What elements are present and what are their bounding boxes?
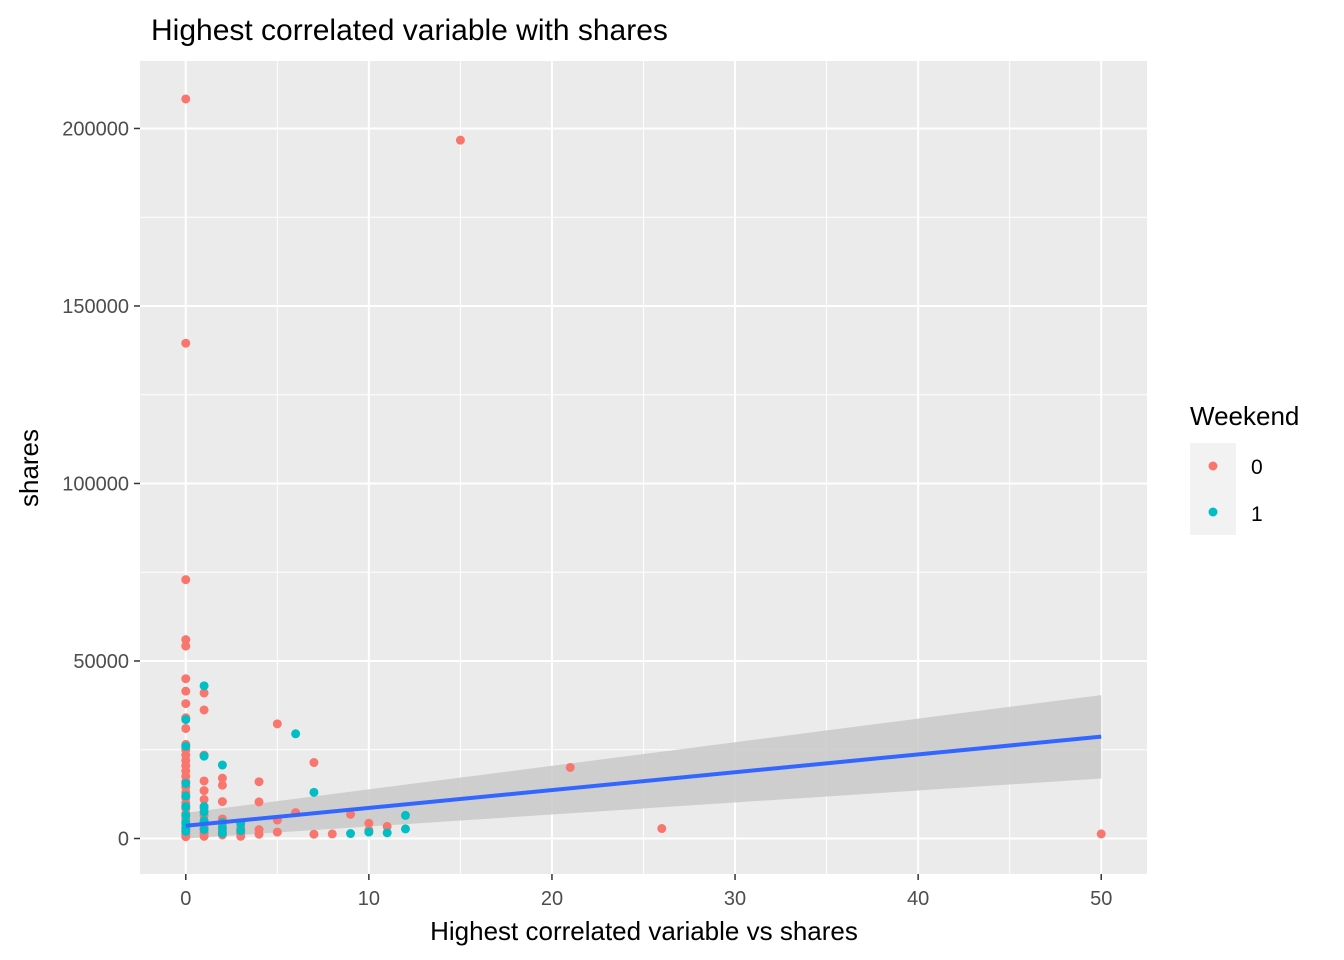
data-point-weekend-0	[199, 831, 209, 841]
data-point-weekend-1	[199, 681, 209, 691]
legend-key-1-point	[1208, 507, 1218, 517]
data-point-weekend-1	[199, 825, 209, 835]
legend-label-0: 0	[1251, 456, 1263, 479]
data-point-weekend-0	[199, 688, 209, 698]
y-tick-label: 200000	[62, 118, 129, 140]
x-tick-label: 0	[180, 888, 191, 910]
data-point-weekend-0	[364, 818, 374, 828]
data-point-weekend-0	[199, 705, 209, 715]
data-point-weekend-0	[1096, 829, 1106, 839]
data-point-weekend-1	[199, 807, 209, 817]
x-tick-label: 10	[358, 888, 380, 910]
data-point-weekend-0	[199, 776, 209, 786]
data-point-weekend-1	[181, 741, 191, 751]
chart-title: Highest correlated variable with shares	[151, 14, 668, 47]
trend-line	[185, 734, 1102, 828]
data-point-weekend-0	[254, 777, 264, 787]
y-axis-ticks: 0 50000 100000 150000 200000	[62, 118, 140, 850]
data-point-weekend-0	[565, 762, 575, 772]
major-gridlines	[140, 61, 1147, 874]
y-tick-label: 50000	[73, 651, 129, 673]
data-point-weekend-0	[217, 797, 227, 807]
legend-key-0-point	[1208, 461, 1218, 471]
x-tick-label: 20	[541, 888, 563, 910]
y-tick-label: 100000	[62, 473, 129, 495]
data-point-weekend-0	[181, 641, 191, 651]
data-point-weekend-1	[181, 810, 191, 820]
data-point-weekend-0	[181, 686, 191, 696]
y-axis-title: shares	[14, 429, 44, 507]
data-point-weekend-1	[181, 715, 191, 725]
data-point-weekend-0	[455, 135, 465, 145]
y-tick-label: 150000	[62, 296, 129, 318]
x-tick-label: 30	[724, 888, 746, 910]
data-point-weekend-1	[181, 802, 191, 812]
data-point-weekend-0	[181, 575, 191, 585]
data-point-weekend-0	[309, 758, 319, 768]
data-point-weekend-0	[181, 723, 191, 733]
data-point-weekend-1	[400, 810, 410, 820]
data-point-weekend-1	[382, 828, 392, 838]
data-points	[181, 94, 1106, 842]
data-point-weekend-0	[217, 780, 227, 790]
data-point-weekend-1	[181, 778, 191, 788]
data-point-weekend-0	[327, 829, 337, 839]
data-point-weekend-0	[199, 786, 209, 796]
data-point-weekend-0	[346, 809, 356, 819]
data-point-weekend-1	[217, 760, 227, 770]
data-point-weekend-1	[199, 751, 209, 761]
data-point-weekend-1	[181, 826, 191, 836]
data-point-weekend-0	[272, 719, 282, 729]
data-point-weekend-0	[309, 829, 319, 839]
x-axis-ticks: 0 10 20 30 40 50	[180, 874, 1112, 910]
data-point-weekend-1	[236, 826, 246, 836]
data-point-weekend-0	[382, 821, 392, 831]
legend-label-1: 1	[1251, 503, 1263, 526]
data-point-weekend-1	[364, 827, 374, 837]
data-point-weekend-1	[181, 791, 191, 801]
data-point-weekend-1	[309, 787, 319, 797]
data-point-weekend-0	[199, 794, 209, 804]
data-point-weekend-0	[181, 674, 191, 684]
y-tick-label: 0	[118, 828, 129, 850]
x-axis-title: Highest correlated variable vs shares	[430, 916, 858, 946]
data-point-weekend-1	[400, 824, 410, 834]
legend: Weekend 0 1	[1190, 401, 1299, 535]
trend-line-layer	[185, 734, 1102, 828]
data-point-weekend-0	[181, 338, 191, 348]
data-point-weekend-1	[291, 729, 301, 739]
data-point-weekend-0	[217, 773, 227, 783]
x-tick-label: 50	[1090, 888, 1112, 910]
data-point-weekend-0	[657, 824, 667, 834]
data-point-weekend-0	[181, 94, 191, 104]
data-point-weekend-1	[217, 828, 227, 838]
x-tick-label: 40	[907, 888, 929, 910]
data-point-weekend-0	[272, 827, 282, 837]
data-point-weekend-0	[181, 699, 191, 709]
legend-title: Weekend	[1190, 401, 1299, 431]
data-point-weekend-0	[254, 829, 264, 839]
data-point-weekend-0	[181, 635, 191, 645]
data-point-weekend-0	[254, 797, 264, 807]
data-point-weekend-1	[346, 829, 356, 839]
